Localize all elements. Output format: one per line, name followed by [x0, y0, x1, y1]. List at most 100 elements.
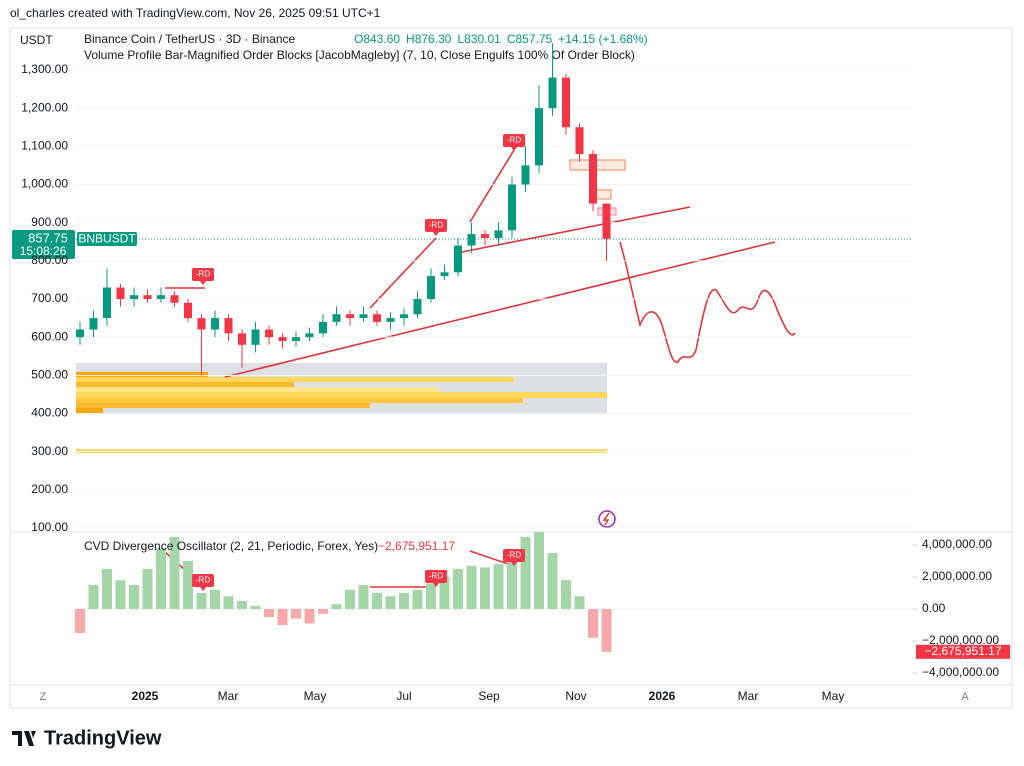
candle-body	[454, 245, 462, 273]
rd-tag	[503, 549, 525, 562]
y-tick-label: 800.00	[31, 253, 68, 267]
x-tick-label: Jul	[396, 689, 411, 703]
candle-body	[76, 329, 84, 338]
y-tick-label: 1,300.00	[21, 62, 68, 76]
rd-label: -RD	[429, 572, 443, 581]
y-tick-label: 1,200.00	[21, 100, 68, 114]
ohlc-value: O843.60	[354, 32, 400, 46]
candle-body	[481, 234, 489, 238]
last-value-label: −2,675,951.17	[924, 644, 1001, 658]
y-tick-label: 600.00	[31, 329, 68, 343]
y-tick-label: 900.00	[31, 215, 68, 229]
rd-tag	[192, 268, 214, 281]
candle-body	[467, 234, 476, 246]
x-tick-label: May	[304, 689, 327, 703]
bar	[601, 609, 612, 652]
candle-body	[238, 333, 246, 345]
currency: USDT	[20, 33, 53, 47]
corner-button[interactable]: A	[961, 691, 969, 703]
rd-tag-pointer	[433, 583, 439, 587]
trendline	[224, 241, 776, 378]
candle-body	[400, 314, 408, 319]
candle-body	[535, 108, 543, 166]
candle-body	[89, 318, 98, 330]
bar	[183, 561, 193, 609]
candle-body	[602, 203, 611, 239]
rd-tag-pointer	[200, 587, 206, 591]
x-tick-label: Sep	[478, 689, 500, 703]
candle-body	[427, 276, 435, 299]
profile-bar	[76, 382, 294, 387]
rd-tag-pointer	[433, 232, 439, 236]
bar	[169, 537, 180, 609]
profile-bar	[76, 449, 607, 453]
countdown: 15:08:26	[20, 244, 67, 258]
candle-body	[157, 295, 165, 299]
order-block	[569, 159, 626, 171]
bar	[318, 609, 328, 614]
bar	[250, 605, 261, 609]
bar	[156, 548, 166, 609]
candle-body	[319, 321, 327, 334]
candle-body	[116, 287, 125, 299]
rd-tag-pointer	[200, 281, 206, 285]
profile-bar	[76, 403, 370, 408]
symbol: Binance Coin / TetherUS · 3D · Binance	[84, 32, 296, 46]
candle-body	[197, 318, 206, 330]
bar	[115, 580, 126, 609]
brand-logo	[12, 731, 36, 746]
ohlc-value: L830.01	[457, 32, 501, 46]
candle-body	[562, 77, 570, 128]
candle-body	[508, 184, 516, 231]
y-tick-label: 0.00	[922, 601, 946, 615]
alert-icon[interactable]	[598, 510, 616, 528]
bar	[223, 596, 234, 609]
bar	[331, 604, 342, 609]
candle-body	[184, 302, 192, 319]
candle-body	[305, 333, 314, 338]
candle-body	[265, 329, 273, 338]
ticker: BNBUSDT	[78, 232, 136, 246]
bar	[520, 537, 531, 609]
ticker-tag	[77, 232, 137, 246]
bar	[237, 601, 247, 609]
bar	[547, 553, 558, 609]
candle-body	[359, 314, 368, 319]
y-tick-label: 400.00	[31, 406, 68, 420]
bar	[561, 580, 571, 609]
y-tick-label: 300.00	[31, 444, 68, 458]
trendline	[469, 149, 515, 223]
candle-body	[211, 318, 219, 330]
bar	[358, 585, 369, 609]
bar	[345, 589, 355, 609]
bar	[466, 565, 477, 609]
divergence-line	[469, 550, 515, 567]
indicator-legend: Volume Profile Bar-Magnified Order Block…	[84, 48, 635, 62]
bar	[291, 609, 301, 619]
bar	[439, 577, 450, 609]
brand: TradingView	[44, 727, 162, 749]
bar	[588, 609, 598, 638]
bar	[574, 596, 585, 609]
bar	[534, 532, 544, 609]
bar	[277, 609, 288, 625]
rd-tag	[425, 219, 447, 232]
y-tick-label: 1,000.00	[21, 177, 68, 191]
y-tick-label: 700.00	[31, 291, 68, 305]
bar	[399, 593, 409, 609]
bar	[426, 583, 436, 609]
candle-body	[440, 272, 449, 277]
x-tick-label: 2026	[649, 689, 676, 703]
last-value-tag	[916, 644, 1010, 659]
bar	[102, 569, 112, 609]
rd-label: -RD	[196, 270, 210, 279]
corner-button[interactable]: Z	[40, 691, 47, 703]
candle-body	[292, 337, 300, 341]
y-tick-label: 500.00	[31, 367, 68, 381]
bar	[75, 609, 85, 633]
y-tick-label: −4,000,000.00	[922, 665, 999, 679]
x-tick-label: 2025	[132, 689, 159, 703]
candle-body	[346, 314, 354, 319]
x-tick-label: Mar	[738, 689, 759, 703]
